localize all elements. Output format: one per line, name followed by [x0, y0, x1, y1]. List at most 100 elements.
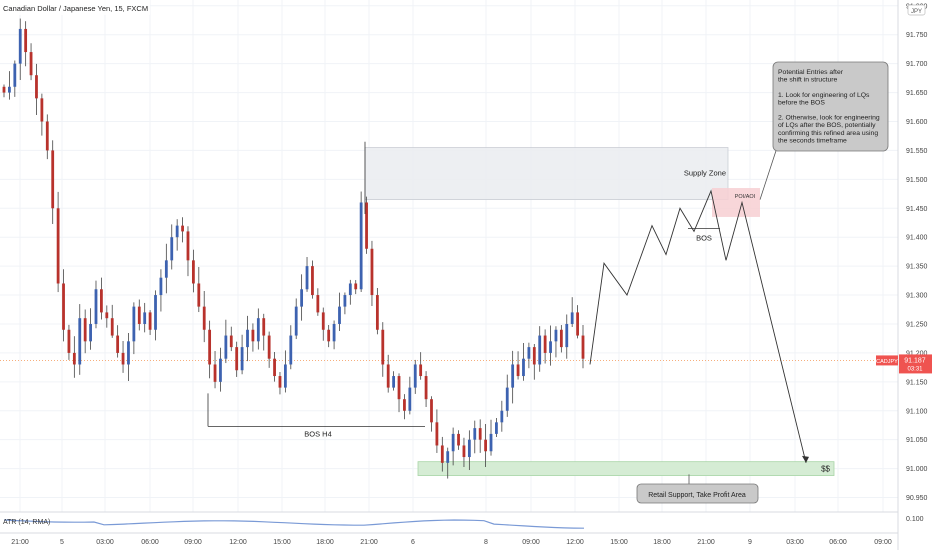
candle [224, 319, 228, 364]
candle [311, 260, 314, 299]
candle [343, 292, 347, 315]
candle [532, 343, 536, 380]
candle-body [213, 364, 217, 382]
candle-body [186, 231, 190, 261]
candle-body [143, 312, 147, 324]
candle [300, 274, 304, 321]
candle [278, 372, 282, 395]
candle [208, 320, 212, 379]
candle [516, 351, 520, 380]
candle [246, 315, 249, 362]
candle-body [500, 410, 504, 423]
bos-label: BOS [696, 234, 712, 243]
projection-path [589, 189, 807, 463]
price-tag-symbol [876, 355, 898, 366]
candle-body [137, 306, 141, 324]
candle [457, 430, 460, 450]
candle [51, 140, 55, 224]
x-tick-label: 06:00 [829, 539, 847, 546]
candle [94, 280, 98, 329]
candle-body [78, 318, 82, 365]
candle-body [565, 323, 569, 348]
candle-body [370, 248, 374, 296]
candle [213, 351, 217, 389]
poi-label: POI/AOI [735, 194, 756, 200]
atr-panel: ATR (14, RMA) [0, 511, 898, 529]
candle-body [278, 376, 282, 388]
candle-body [543, 335, 547, 353]
candle-body [495, 422, 498, 434]
x-tick-label: 09:00 [184, 539, 202, 546]
y-tick-label: 91.100 [906, 408, 928, 415]
candle [89, 308, 92, 350]
candle [484, 423, 487, 467]
candle-body [51, 150, 55, 209]
candle [408, 376, 412, 415]
supply-zone [364, 147, 729, 200]
candle-body [381, 329, 385, 365]
candle-body [35, 75, 38, 99]
candle [413, 359, 417, 394]
candle-body [473, 428, 477, 440]
y-tick-label: 91.050 [906, 437, 928, 444]
currency-badge [907, 4, 926, 16]
candle [262, 313, 266, 351]
candle-body [273, 358, 276, 377]
candle [137, 299, 141, 331]
candle [100, 277, 103, 320]
y-tick-label: 91.300 [906, 293, 928, 300]
candle [316, 288, 320, 316]
callout-support-text: Retail Support, Take Profit Area [648, 492, 746, 499]
candle-body [440, 445, 444, 463]
candle [505, 374, 509, 417]
candle [127, 332, 130, 382]
candle [116, 325, 120, 358]
y-tick-label: 91.450 [906, 206, 928, 213]
candle-body [262, 318, 266, 336]
callout-entries-line: the shift in structure [778, 77, 838, 84]
title-bg [0, 0, 150, 15]
candle [576, 305, 579, 339]
x-tick-label: 06:00 [141, 539, 159, 546]
candle [359, 191, 363, 292]
candle-body [430, 399, 433, 423]
candle-body [154, 295, 157, 330]
candle [543, 329, 547, 364]
candle-body [300, 289, 304, 307]
drawings: BOS H4 BOS Supply Zone POI/AOI $$ Potential E… [207, 61, 889, 504]
x-tick-label: 8 [484, 539, 488, 546]
callout-entries-line: before the BOS [778, 99, 825, 106]
x-tick-label: 12:00 [229, 539, 247, 546]
candle-body [56, 208, 60, 284]
candle-body [348, 283, 352, 296]
candle-body [89, 323, 92, 342]
candle [121, 341, 125, 373]
candle-body [516, 364, 520, 377]
candle [191, 249, 195, 293]
candle [430, 396, 433, 432]
candle-body [283, 364, 287, 388]
candle-body [424, 376, 428, 400]
candle [522, 342, 525, 381]
y-tick-label: 91.700 [906, 61, 928, 68]
candle [67, 324, 71, 360]
candle [489, 419, 493, 456]
candle-body [294, 306, 298, 336]
candle-body [484, 439, 487, 452]
candle [559, 325, 563, 353]
candle-body [489, 433, 493, 452]
candle-body [419, 364, 423, 377]
candle [170, 224, 174, 270]
y-tick-label: 91.350 [906, 264, 928, 271]
candle [273, 352, 276, 382]
candle-body [397, 376, 401, 400]
chart-title: Canadian Dollar / Japanese Yen, 15, FXCM [3, 4, 148, 13]
candle [251, 323, 255, 352]
candle-body [581, 335, 585, 359]
candle [440, 436, 444, 472]
candle [565, 314, 569, 359]
candle [338, 292, 341, 332]
candle-body [365, 202, 368, 249]
price-tag-countdown: 03:31 [907, 366, 923, 372]
